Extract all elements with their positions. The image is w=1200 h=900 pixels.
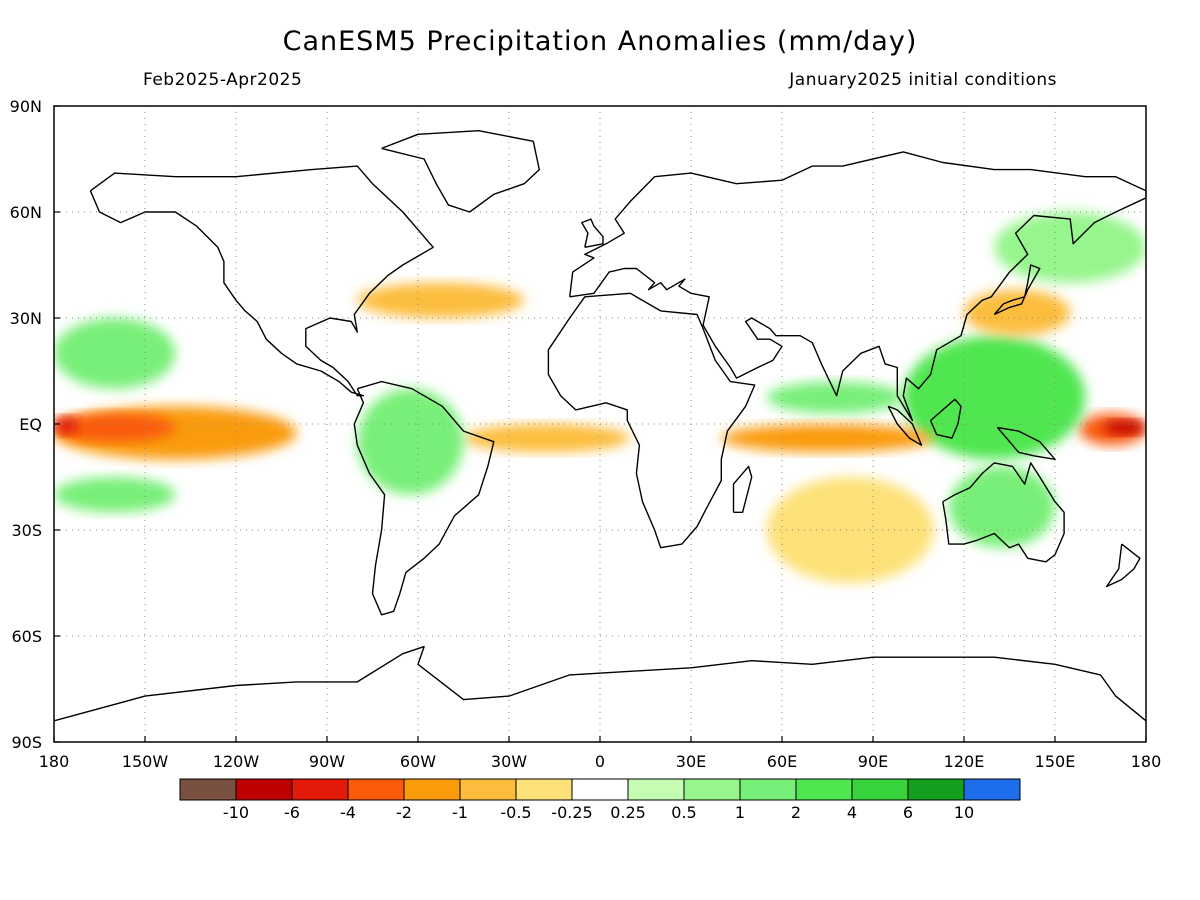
anomaly-field	[54, 212, 1146, 583]
coastline-uk	[581, 218, 604, 248]
lat-label: 30S	[11, 521, 42, 540]
anomaly-atlantic-itcz-dry	[463, 424, 631, 453]
lon-label: 60W	[400, 752, 436, 771]
anomaly-south-indian-dry	[766, 477, 934, 583]
coastline-new-zealand	[1105, 543, 1141, 588]
anomaly-north-atlantic-dry	[357, 282, 525, 319]
coastline-south-america	[353, 380, 495, 616]
anomaly-australia-wet	[948, 466, 1055, 548]
latitude-axis: 90N 60N 30N EQ 30S 60S 90S	[10, 97, 60, 752]
coastline-north-america	[89, 165, 434, 397]
colorbar-swatch	[907, 778, 965, 801]
anomaly-south-america-wet	[357, 388, 464, 495]
anomaly-south-pacific-wet	[54, 477, 176, 513]
colorbar-swatch	[963, 778, 1021, 801]
colorbar-label: -0.5	[500, 803, 531, 822]
colorbar-swatch	[347, 778, 405, 801]
forecast-period: Feb2025-Apr2025	[143, 70, 303, 90]
colorbar-swatch	[235, 778, 293, 801]
colorbar-swatch	[403, 778, 461, 801]
lon-label: 180	[1131, 752, 1162, 771]
anomaly-indian-ocean-north-wet	[766, 381, 904, 414]
lon-label: 30E	[676, 752, 706, 771]
colorbar-swatch	[459, 778, 517, 801]
lon-label: 120W	[213, 752, 260, 771]
anomaly-indian-ocean-dry	[721, 424, 934, 453]
lat-label: 60S	[11, 627, 42, 646]
anomaly-west-pacific-core-dry	[1103, 420, 1146, 435]
colorbar-swatch	[627, 778, 685, 801]
colorbar-label: 6	[903, 803, 913, 822]
lon-label: 60E	[767, 752, 797, 771]
colorbar-label: 1	[735, 803, 745, 822]
colorbar-swatch	[291, 778, 349, 801]
colorbar-label: 10	[954, 803, 974, 822]
coastlines	[54, 129, 1146, 722]
colorbar: -10 -6 -4 -2 -1 -0.5 -0.25 0.25 0.5 1 2 4 6 10	[179, 778, 1021, 822]
anomaly-east-asia-dry	[964, 289, 1071, 336]
coastline-africa	[547, 292, 756, 549]
lon-label: 150E	[1035, 752, 1076, 771]
lon-label: 120E	[944, 752, 985, 771]
colorbar-label: -10	[223, 803, 249, 822]
colorbar-label: 0.5	[671, 803, 696, 822]
lat-label: 30N	[10, 309, 42, 328]
colorbar-swatch	[571, 778, 629, 801]
colorbar-swatch	[179, 778, 237, 801]
coastline-antarctica	[54, 645, 1146, 722]
lat-label: EQ	[19, 415, 42, 434]
anomaly-maritime-continent-wet	[903, 335, 1086, 460]
colorbar-label: -4	[340, 803, 356, 822]
coastline-madagascar	[732, 465, 753, 513]
coastline-eurasia	[569, 151, 1146, 422]
colorbar-swatch	[683, 778, 741, 801]
colorbar-label: -0.25	[551, 803, 592, 822]
lon-label: 90W	[309, 752, 345, 771]
lat-label: 90S	[11, 733, 42, 752]
coastline-japan	[993, 264, 1041, 316]
coastline-greenland	[381, 129, 540, 213]
lon-label: 90E	[858, 752, 888, 771]
anomaly-dateline-strong-dry	[54, 413, 176, 442]
coastline-australia	[942, 462, 1065, 563]
colorbar-label: 4	[847, 803, 857, 822]
anomaly-north-pacific-subtropical-wet	[54, 318, 176, 389]
colorbar-label: -1	[452, 803, 468, 822]
colorbar-swatch	[515, 778, 573, 801]
coastline-new-guinea	[996, 426, 1056, 460]
initial-conditions: January2025 initial conditions	[789, 70, 1057, 90]
lon-label: 150W	[122, 752, 169, 771]
colorbar-label: 0.25	[610, 803, 646, 822]
colorbar-label: 2	[791, 803, 801, 822]
longitude-axis: 180 150W 120W 90W 60W 30W 0 30E 60E 90E 120E 150E 18…	[39, 736, 1162, 771]
graticule	[54, 106, 1146, 742]
colorbar-swatch	[739, 778, 797, 801]
lat-label: 60N	[10, 203, 42, 222]
colorbar-swatch	[795, 778, 853, 801]
lat-label: 90N	[10, 97, 42, 116]
coastline-sumatra	[887, 405, 923, 446]
lon-label: 0	[595, 752, 605, 771]
map-title: CanESM5 Precipitation Anomalies (mm/day)	[282, 26, 918, 57]
colorbar-swatch	[851, 778, 909, 801]
lon-label: 180	[39, 752, 70, 771]
colorbar-label: -2	[396, 803, 412, 822]
coastline-borneo	[929, 398, 962, 439]
anomaly-dateline-core-dry	[54, 416, 79, 435]
lon-label: 30W	[491, 752, 527, 771]
colorbar-label: -6	[284, 803, 300, 822]
